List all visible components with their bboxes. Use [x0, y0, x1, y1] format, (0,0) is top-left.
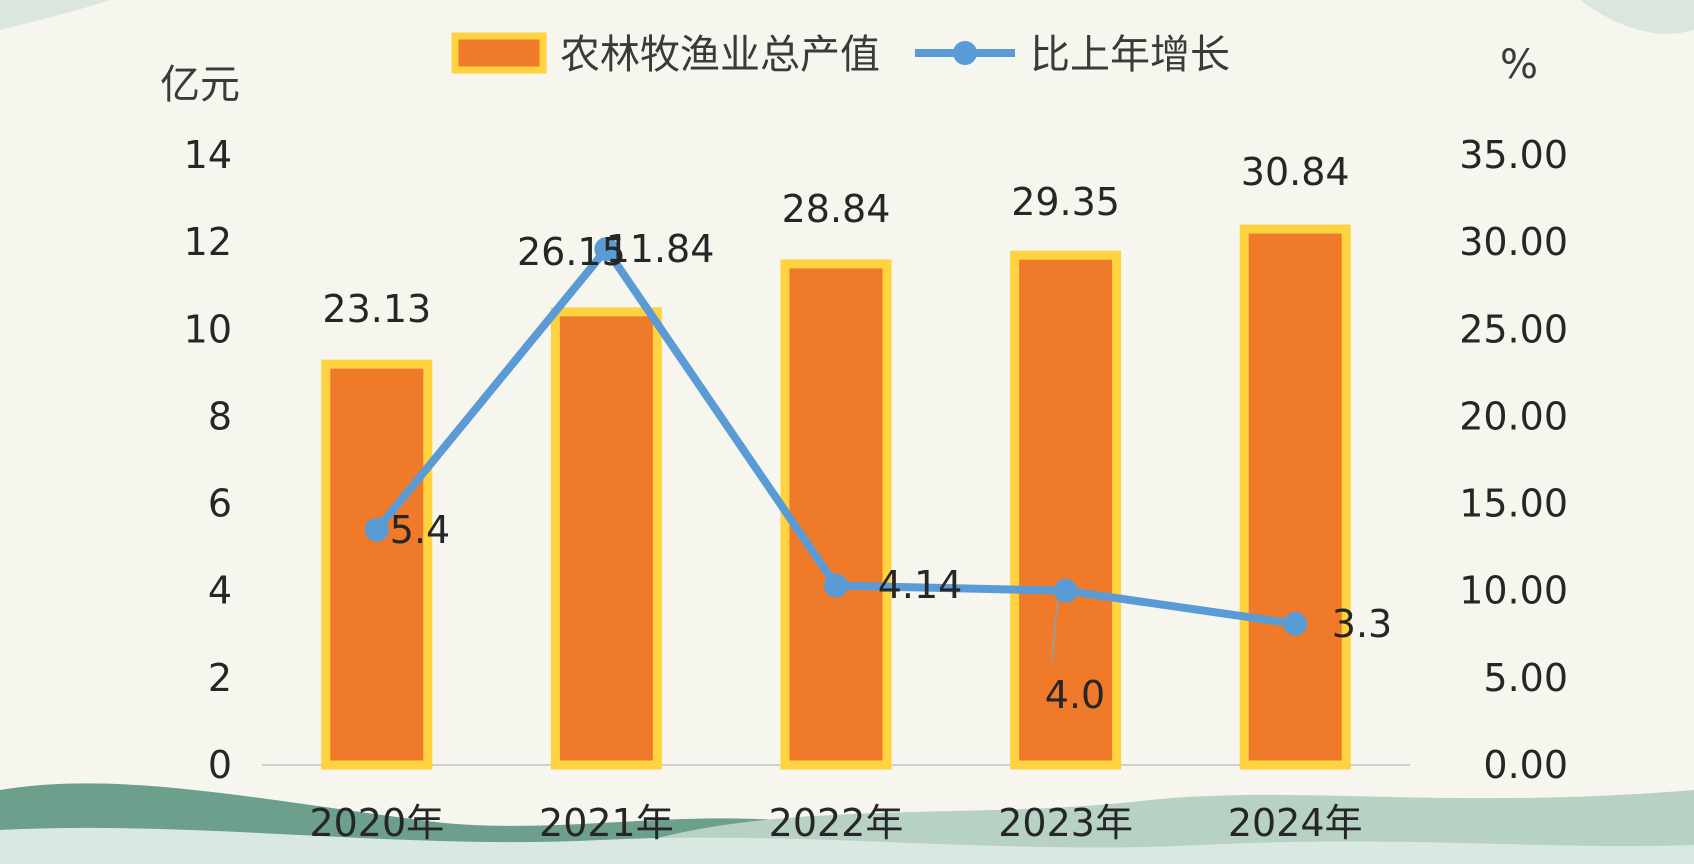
y-right-tick-label: 30.00 — [1459, 220, 1568, 264]
line-value-label: 11.84 — [606, 227, 715, 271]
y-right-tick-label: 25.00 — [1459, 307, 1568, 351]
y-right-tick-label: 5.00 — [1483, 656, 1568, 700]
hill-light — [0, 827, 1694, 864]
y-left-tick-label: 12 — [184, 220, 232, 264]
y-left-tick-label: 4 — [208, 569, 232, 613]
line-value-label: 4.0 — [1045, 673, 1105, 717]
axes: 0 2 4 6 8 10 12 14 0.00 5.00 10.00 15.00 20.00 25.00 3… — [160, 42, 1568, 845]
bar-value-label: 23.13 — [322, 287, 431, 331]
bar — [321, 359, 433, 770]
bar-value-label: 29.35 — [1011, 180, 1120, 224]
bar — [780, 259, 892, 770]
y-left-tick-label: 14 — [184, 133, 232, 177]
bar-value-label: 26.15 — [517, 230, 626, 274]
data-labels: 23.13 26.15 28.84 29.35 30.84 5.4 11.84 4.14 4.0… — [322, 150, 1392, 717]
y-left-unit: 亿元 — [160, 62, 240, 108]
y-left-tick-label: 6 — [208, 482, 232, 526]
bar-series — [321, 224, 1351, 770]
y-right-tick-label: 10.00 — [1459, 569, 1568, 613]
y-right-tick-label: 20.00 — [1459, 394, 1568, 438]
x-tick-label: 2021年 — [539, 801, 674, 845]
y-right-unit: % — [1500, 42, 1538, 88]
line-value-label: 4.14 — [878, 563, 963, 607]
y-right-tick-label: 35.00 — [1459, 133, 1568, 177]
leaf-decoration-left — [0, 0, 110, 30]
legend: 农林牧渔业总产值 比上年增长 — [451, 32, 1230, 78]
legend-label-bar: 农林牧渔业总产值 — [560, 32, 880, 78]
line-point — [1053, 578, 1078, 603]
bar-value-label: 28.84 — [782, 187, 891, 231]
line-series — [364, 237, 1308, 636]
x-tick-label: 2024年 — [1228, 801, 1363, 845]
x-tick-label: 2020年 — [309, 801, 444, 845]
y-left-tick-label: 8 — [208, 394, 232, 438]
y-left-tick-label: 2 — [208, 656, 232, 700]
line-value-label: 5.4 — [390, 508, 450, 552]
legend-swatch-bar — [451, 32, 547, 74]
bar — [550, 307, 662, 770]
bar-value-label: 30.84 — [1241, 150, 1350, 194]
y-right-tick-label: 15.00 — [1459, 482, 1568, 526]
y-left-tick-label: 10 — [184, 307, 232, 351]
line-point — [1283, 611, 1308, 636]
legend-label-line: 比上年增长 — [1030, 32, 1230, 78]
x-tick-label: 2023年 — [998, 801, 1133, 845]
y-right-tick-label: 0.00 — [1483, 743, 1568, 787]
bar — [1239, 224, 1351, 770]
legend-swatch-marker — [953, 41, 977, 65]
line-point — [594, 237, 619, 262]
label-leader-line — [1050, 600, 1059, 663]
line-value-label: 3.3 — [1332, 602, 1392, 646]
line-point — [824, 573, 848, 598]
bar — [1010, 250, 1122, 770]
leaf-decoration-right — [1580, 0, 1694, 34]
x-tick-label: 2022年 — [769, 801, 904, 845]
y-left-tick-label: 0 — [208, 743, 232, 787]
line-point — [364, 517, 389, 542]
